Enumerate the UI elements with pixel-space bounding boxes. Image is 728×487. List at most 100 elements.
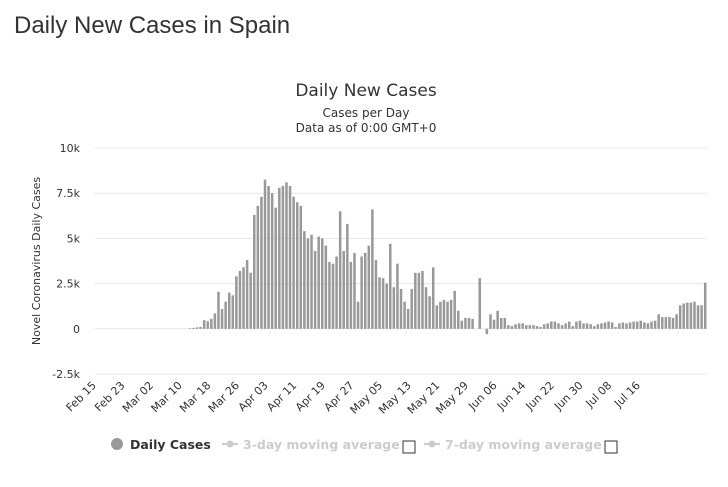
daily-cases-bar[interactable] xyxy=(503,317,507,329)
daily-cases-bar[interactable] xyxy=(192,327,195,329)
daily-cases-bar[interactable] xyxy=(199,326,202,329)
checkbox-3-day-average[interactable] xyxy=(402,440,416,454)
daily-cases-bar[interactable] xyxy=(335,256,338,329)
daily-cases-bar[interactable] xyxy=(671,317,675,329)
daily-cases-bar[interactable] xyxy=(542,324,546,329)
daily-cases-bar[interactable] xyxy=(661,317,664,329)
daily-cases-bar[interactable] xyxy=(567,321,571,329)
daily-cases-bar[interactable] xyxy=(417,272,421,329)
daily-cases-bar[interactable] xyxy=(231,295,235,329)
daily-cases-bar[interactable] xyxy=(324,245,328,329)
daily-cases-bar[interactable] xyxy=(206,321,209,329)
daily-cases-bar[interactable] xyxy=(392,287,396,329)
daily-cases-bar[interactable] xyxy=(682,303,685,329)
daily-cases-bar[interactable] xyxy=(260,196,263,329)
daily-cases-bar[interactable] xyxy=(686,302,689,329)
daily-cases-bar[interactable] xyxy=(700,305,703,329)
daily-cases-bar[interactable] xyxy=(557,323,560,329)
daily-cases-bar[interactable] xyxy=(220,308,224,329)
daily-cases-bar[interactable] xyxy=(442,299,446,329)
daily-cases-bar[interactable] xyxy=(693,301,696,329)
legend-item-3-day-average[interactable]: 3-day moving average xyxy=(222,437,400,452)
daily-cases-bar[interactable] xyxy=(310,234,313,329)
daily-cases-bar[interactable] xyxy=(517,323,521,329)
daily-cases-bar[interactable] xyxy=(532,325,535,329)
daily-cases-bar[interactable] xyxy=(446,301,449,329)
daily-cases-bar[interactable] xyxy=(675,314,678,329)
daily-cases-bar[interactable] xyxy=(321,238,324,329)
daily-cases-bar[interactable] xyxy=(453,290,456,329)
daily-cases-bar[interactable] xyxy=(281,185,285,329)
daily-cases-bar[interactable] xyxy=(328,261,331,329)
daily-cases-bar[interactable] xyxy=(217,291,220,329)
daily-cases-bar[interactable] xyxy=(428,296,431,329)
daily-cases-bar[interactable] xyxy=(653,320,657,329)
daily-cases-bar[interactable] xyxy=(521,323,524,329)
daily-cases-bar[interactable] xyxy=(213,313,217,329)
daily-cases-bar[interactable] xyxy=(245,260,249,329)
daily-cases-bar[interactable] xyxy=(338,211,342,329)
daily-cases-bar[interactable] xyxy=(635,321,639,329)
daily-cases-bar[interactable] xyxy=(414,272,417,329)
daily-cases-bar[interactable] xyxy=(274,207,277,329)
daily-cases-bar[interactable] xyxy=(267,185,270,329)
daily-cases-bar[interactable] xyxy=(306,238,310,329)
daily-cases-bar[interactable] xyxy=(381,278,385,329)
daily-cases-bar[interactable] xyxy=(510,326,514,329)
daily-cases-bar[interactable] xyxy=(303,231,306,329)
daily-cases-bar[interactable] xyxy=(242,267,245,329)
daily-cases-bar[interactable] xyxy=(331,263,335,329)
daily-cases-bar[interactable] xyxy=(492,319,496,329)
daily-cases-bar[interactable] xyxy=(421,270,424,329)
daily-cases-bar[interactable] xyxy=(539,326,542,329)
daily-cases-bar[interactable] xyxy=(188,328,192,329)
daily-cases-bar[interactable] xyxy=(235,276,238,329)
daily-cases-bar[interactable] xyxy=(278,187,281,329)
daily-cases-bar[interactable] xyxy=(614,326,617,329)
daily-cases-bar[interactable] xyxy=(439,301,442,329)
daily-cases-bar[interactable] xyxy=(195,327,199,329)
daily-cases-bar[interactable] xyxy=(639,320,643,329)
daily-cases-bar[interactable] xyxy=(385,283,388,329)
daily-cases-bar[interactable] xyxy=(593,326,596,329)
daily-cases-bar[interactable] xyxy=(703,282,707,329)
checkbox-7-day-average[interactable] xyxy=(604,440,618,454)
daily-cases-bar[interactable] xyxy=(582,323,585,329)
daily-cases-bar[interactable] xyxy=(668,317,671,329)
daily-cases-bar[interactable] xyxy=(367,245,371,329)
daily-cases-bar[interactable] xyxy=(210,318,213,329)
daily-cases-bar[interactable] xyxy=(295,202,299,329)
daily-cases-bar[interactable] xyxy=(643,322,646,329)
daily-cases-bar[interactable] xyxy=(585,323,589,329)
daily-cases-bar[interactable] xyxy=(263,179,267,329)
daily-cases-bar[interactable] xyxy=(435,305,439,329)
daily-cases-bar[interactable] xyxy=(618,323,621,329)
daily-cases-bar[interactable] xyxy=(664,317,668,329)
daily-cases-bar[interactable] xyxy=(424,287,428,329)
daily-cases-bar[interactable] xyxy=(610,322,614,329)
daily-cases-bar[interactable] xyxy=(467,317,471,329)
daily-cases-bar[interactable] xyxy=(489,314,492,329)
daily-cases-bar[interactable] xyxy=(374,260,378,329)
daily-cases-bar[interactable] xyxy=(535,326,539,329)
daily-cases-bar[interactable] xyxy=(457,310,460,329)
daily-cases-bar[interactable] xyxy=(496,310,499,329)
daily-cases-bar[interactable] xyxy=(360,256,363,329)
daily-cases-bar[interactable] xyxy=(292,196,295,329)
daily-cases-bar[interactable] xyxy=(299,205,303,329)
daily-cases-bar[interactable] xyxy=(202,320,206,329)
daily-cases-bar[interactable] xyxy=(256,205,260,329)
daily-cases-bar[interactable] xyxy=(464,317,467,329)
daily-cases-bar[interactable] xyxy=(431,267,435,329)
daily-cases-bar[interactable] xyxy=(628,322,632,329)
daily-cases-bar[interactable] xyxy=(499,317,503,329)
daily-cases-bar[interactable] xyxy=(575,321,578,329)
daily-cases-bar[interactable] xyxy=(313,251,317,329)
daily-cases-bar[interactable] xyxy=(288,185,292,329)
daily-cases-bar[interactable] xyxy=(406,308,410,329)
daily-cases-bar[interactable] xyxy=(603,322,607,329)
daily-cases-bar[interactable] xyxy=(270,193,274,329)
daily-cases-bar[interactable] xyxy=(349,261,353,329)
daily-cases-bar[interactable] xyxy=(632,321,635,329)
daily-cases-bar[interactable] xyxy=(657,314,660,329)
